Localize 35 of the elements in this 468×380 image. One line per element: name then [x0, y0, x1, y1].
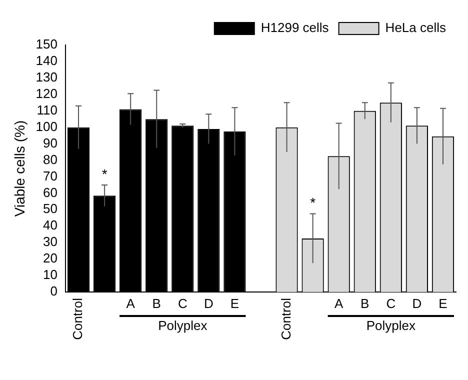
x-tick-label: C [386, 296, 396, 312]
annotation: * [102, 166, 108, 182]
x-tick-label: D [412, 296, 422, 312]
x-tick-label: E [230, 296, 240, 312]
annotation: * [310, 194, 316, 211]
y-tick-label: 50 [43, 201, 58, 216]
x-tick-label: D [204, 296, 214, 312]
x-tick-label: A [126, 296, 136, 312]
legend-label: H1299 cells [260, 20, 330, 36]
y-tick-label: 140 [36, 53, 58, 68]
x-tick-label: A [334, 296, 344, 312]
y-axis-title: Viable cells (%) [11, 120, 28, 217]
x-tick-label: Control [70, 298, 86, 340]
y-tick-label: 20 [43, 250, 58, 266]
y-tick-label: 150 [36, 36, 58, 52]
y-tick-label: 90 [43, 135, 58, 150]
x-tick-label: E [438, 296, 448, 312]
y-tick-label: 100 [36, 118, 58, 134]
legend-label: HeLa cells [385, 20, 446, 36]
text: Polyplex [158, 318, 208, 334]
y-tick-label: 10 [43, 267, 58, 282]
y-tick-label: 80 [43, 152, 58, 167]
y-tick-label: 110 [36, 102, 58, 118]
text: Polyplex [366, 318, 416, 334]
y-tick-label: 70 [43, 168, 58, 184]
x-tick-label: B [152, 296, 161, 312]
x-tick-label: Control [278, 298, 294, 340]
y-tick-label: 130 [36, 70, 58, 85]
x-tick-label: B [360, 296, 370, 312]
y-tick-label: 60 [43, 184, 58, 200]
y-tick-label: 40 [43, 218, 58, 233]
y-tick-label: 0 [50, 284, 58, 299]
y-tick-label: 30 [43, 234, 58, 250]
y-tick-label: 120 [36, 86, 58, 101]
x-tick-label: C [178, 296, 188, 312]
